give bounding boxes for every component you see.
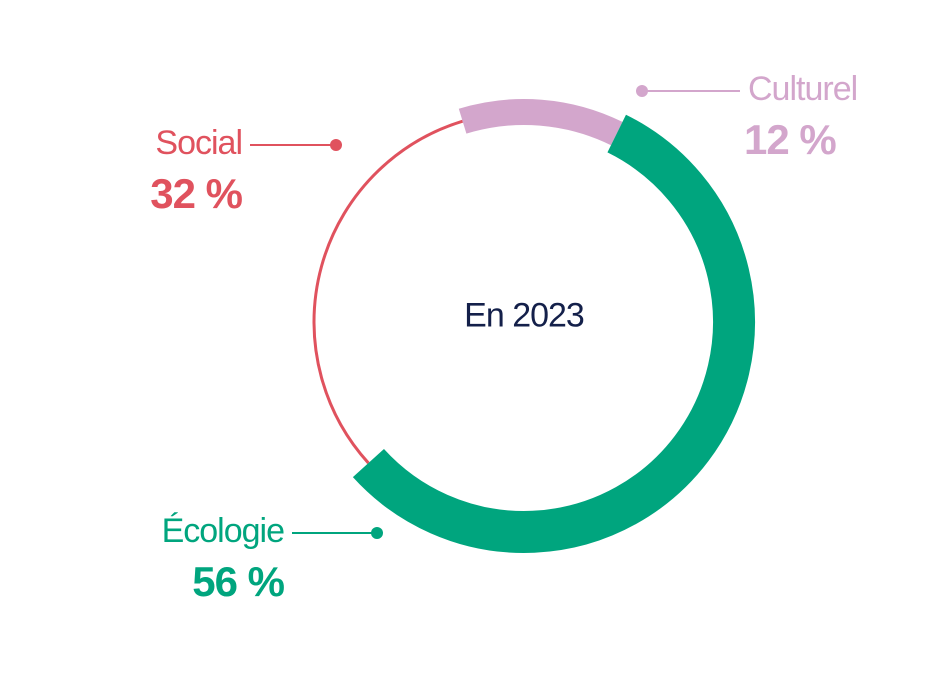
legend-label-culturel: Culturel xyxy=(748,70,858,108)
donut-slice-culturel xyxy=(458,99,623,146)
donut-slices xyxy=(312,99,755,553)
data-label-ecologie: 56 % xyxy=(192,558,285,605)
data-label-culturel: 12 % xyxy=(744,116,837,163)
donut-slice-ecologie xyxy=(352,114,755,553)
leader-culturel-dot xyxy=(636,85,648,97)
legend-label-ecologie: Écologie xyxy=(161,512,285,550)
legend-label-social: Social xyxy=(155,124,243,162)
leader-lines xyxy=(250,85,740,539)
leader-ecologie-dot xyxy=(371,527,383,539)
center-label: En 2023 xyxy=(464,296,585,335)
data-label-social: 32 % xyxy=(150,170,243,217)
leader-social-dot xyxy=(330,139,342,151)
donut-slice-social xyxy=(312,119,464,465)
